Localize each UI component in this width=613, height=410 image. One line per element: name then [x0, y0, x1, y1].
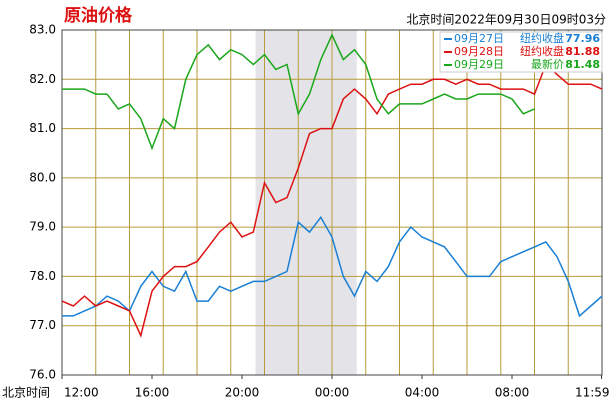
y-tick-label: 78.0: [29, 269, 56, 283]
legend-name: 09月28日: [454, 45, 504, 58]
y-tick-label: 83.0: [29, 23, 56, 37]
chart-title: 原油价格: [64, 5, 133, 26]
y-tick-label: 81.0: [29, 121, 56, 135]
series-line: [61, 63, 603, 338]
x-tick-label: 04:00: [405, 386, 440, 400]
series-line: [62, 215, 603, 318]
series-line: [62, 33, 535, 151]
x-tick-label: 12:00: [64, 386, 99, 400]
y-tick-label: 82.0: [29, 72, 56, 86]
plot-frame: [61, 29, 603, 376]
legend-value: 77.96: [565, 32, 600, 45]
x-tick-label: 00:00: [315, 386, 350, 400]
x-axis-label: 北京时间: [2, 386, 50, 400]
x-tick-label: 11:59: [575, 386, 610, 400]
y-tick-label: 77.0: [29, 318, 56, 332]
legend-label: 最新价: [531, 57, 564, 71]
legend-label: 纽约收盘: [520, 44, 564, 58]
x-tick-label: 20:00: [225, 386, 260, 400]
legend-name: 09月27日: [454, 32, 504, 45]
legend-value: 81.88: [565, 45, 600, 58]
y-tick-label: 76.0: [29, 368, 56, 382]
legend-name: 09月29日: [454, 58, 504, 71]
y-tick-label: 79.0: [29, 220, 56, 234]
x-tick-label: 08:00: [495, 386, 530, 400]
legend-box: [439, 31, 603, 73]
x-tick-label: 16:00: [135, 386, 170, 400]
legend-label: 纽约收盘: [520, 31, 564, 45]
shaded-session: [255, 30, 357, 375]
legend-value: 81.48: [565, 58, 600, 71]
y-tick-label: 80.0: [29, 170, 56, 184]
timestamp: 北京时间2022年09月30日09时03分: [406, 13, 606, 27]
